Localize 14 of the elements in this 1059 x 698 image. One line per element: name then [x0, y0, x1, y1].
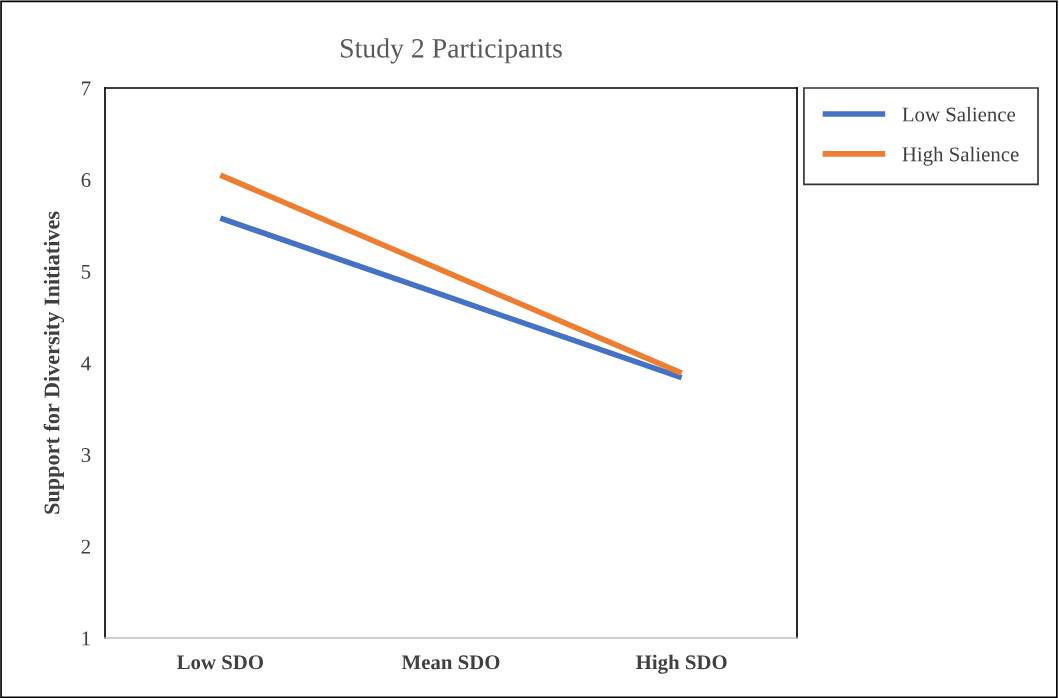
y-tick-label: 2 [81, 539, 90, 554]
y-axis-title: Support for Diversity Initiatives [43, 211, 65, 514]
x-tick-label: High SDO [636, 654, 727, 674]
y-tick-label: 7 [82, 81, 91, 96]
chart-title: Study 2 Participants [340, 38, 562, 64]
y-tick-label: 3 [81, 448, 91, 463]
legend-label: High Salience [902, 146, 1019, 166]
legend-label: Low Salience [902, 106, 1016, 122]
y-tick-label: 5 [81, 264, 91, 279]
y-tick-label: 4 [81, 356, 91, 371]
x-tick-label: Mean SDO [401, 655, 500, 670]
y-tick-label: 1 [82, 631, 90, 646]
y-tick-label: 6 [81, 173, 91, 188]
x-tick-label: Low SDO [176, 655, 264, 670]
